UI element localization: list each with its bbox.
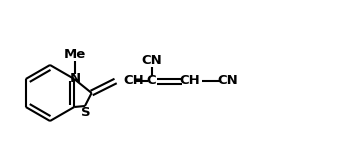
Text: C: C [147,74,156,88]
Text: CN: CN [141,53,162,67]
Text: Me: Me [64,47,86,60]
Text: S: S [81,105,91,119]
Text: CN: CN [217,74,238,88]
Text: CH: CH [179,74,200,88]
Text: CH: CH [124,74,144,88]
Text: N: N [70,73,81,86]
